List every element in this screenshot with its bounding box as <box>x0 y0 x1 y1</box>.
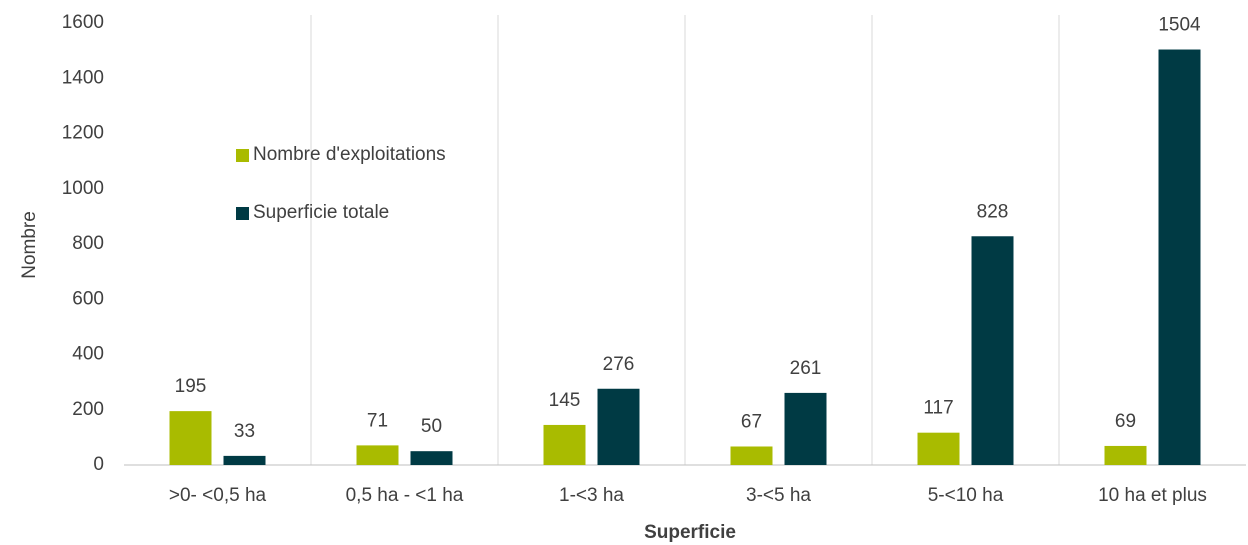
y-tick-label: 400 <box>72 344 104 365</box>
y-tick-label: 1000 <box>62 178 104 199</box>
data-label: 261 <box>790 358 822 379</box>
data-label: 276 <box>603 354 635 375</box>
x-tick-label: 1-<3 ha <box>559 485 624 506</box>
y-tick-label: 1400 <box>62 67 104 88</box>
y-tick-label: 0 <box>93 454 104 475</box>
bar <box>784 392 827 465</box>
legend-swatch <box>236 207 249 220</box>
data-label: 145 <box>549 390 581 411</box>
bar <box>1158 49 1201 466</box>
data-label: 33 <box>234 421 255 442</box>
x-axis-label: Superficie <box>644 522 736 543</box>
legend-label: Superficie totale <box>253 202 389 223</box>
bar <box>1104 445 1147 465</box>
bar <box>543 424 586 465</box>
data-label: 69 <box>1115 411 1136 432</box>
data-label: 195 <box>175 376 207 397</box>
x-tick-label: >0- <0,5 ha <box>169 485 267 506</box>
bar <box>730 446 773 465</box>
y-tick-label: 200 <box>72 399 104 420</box>
bar <box>223 455 266 465</box>
x-tick-label: 0,5 ha - <1 ha <box>346 485 464 506</box>
x-tick-label: 10 ha et plus <box>1098 485 1207 506</box>
x-tick-label: 5-<10 ha <box>928 485 1004 506</box>
legend-swatch <box>236 149 249 162</box>
data-label: 828 <box>977 201 1009 222</box>
bar <box>597 388 640 465</box>
data-label: 1504 <box>1158 15 1201 36</box>
data-label: 117 <box>923 398 953 419</box>
bar <box>410 451 453 465</box>
data-label: 50 <box>421 416 442 437</box>
y-tick-label: 1200 <box>62 123 104 144</box>
bar <box>169 411 212 465</box>
bar <box>356 445 399 465</box>
data-label: 67 <box>741 412 762 433</box>
y-tick-label: 800 <box>72 233 104 254</box>
bar <box>917 432 960 465</box>
y-tick-label: 1600 <box>62 12 104 33</box>
x-tick-label: 3-<5 ha <box>746 485 811 506</box>
y-axis-label: Nombre <box>19 211 40 279</box>
y-tick-label: 600 <box>72 288 104 309</box>
data-label: 71 <box>367 410 388 431</box>
bar <box>971 236 1014 465</box>
legend-label: Nombre d'exploitations <box>253 144 446 165</box>
